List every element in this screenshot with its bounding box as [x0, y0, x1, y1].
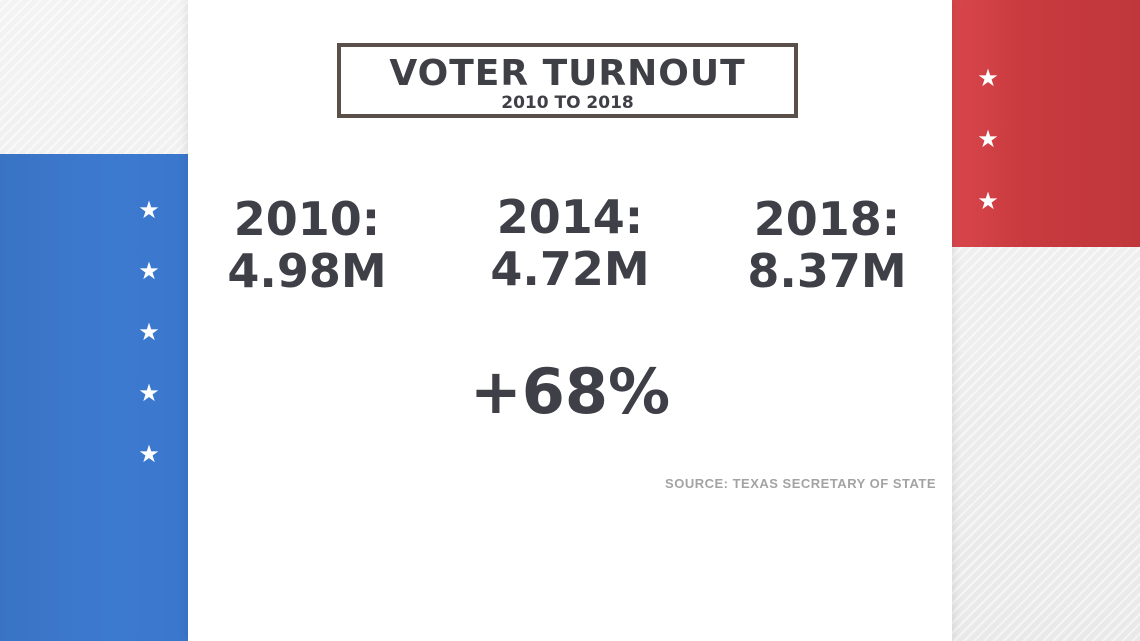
stat-value: 8.37M [747, 244, 907, 298]
stat-year: 2014: [496, 190, 644, 244]
graphic-title: VOTER TURNOUT [389, 53, 746, 94]
stat-value: 4.72M [490, 242, 650, 296]
star-icon: ★ [138, 318, 160, 346]
stat-year: 2010: [233, 192, 381, 246]
stat-2014: 2014: 4.72M [450, 191, 690, 295]
stat-year: 2018: [753, 192, 901, 246]
title-box: VOTER TURNOUT 2010 TO 2018 [337, 43, 798, 118]
percent-change: +68% [469, 355, 671, 428]
star-icon: ★ [138, 196, 160, 224]
red-flag-panel: ★ ★ ★ [950, 0, 1140, 247]
star-icon: ★ [977, 64, 999, 92]
star-icon: ★ [977, 187, 999, 215]
stat-value: 4.98M [227, 244, 387, 298]
star-icon: ★ [138, 379, 160, 407]
stat-2010: 2010: 4.98M [187, 193, 427, 297]
content-card [188, 0, 952, 641]
stat-2018: 2018: 8.37M [707, 193, 947, 297]
star-icon: ★ [138, 257, 160, 285]
source-credit: SOURCE: TEXAS SECRETARY OF STATE [665, 476, 936, 491]
graphic-subtitle: 2010 TO 2018 [501, 93, 634, 113]
star-icon: ★ [138, 440, 160, 468]
star-icon: ★ [977, 125, 999, 153]
blue-flag-panel: ★ ★ ★ ★ ★ [0, 154, 190, 641]
